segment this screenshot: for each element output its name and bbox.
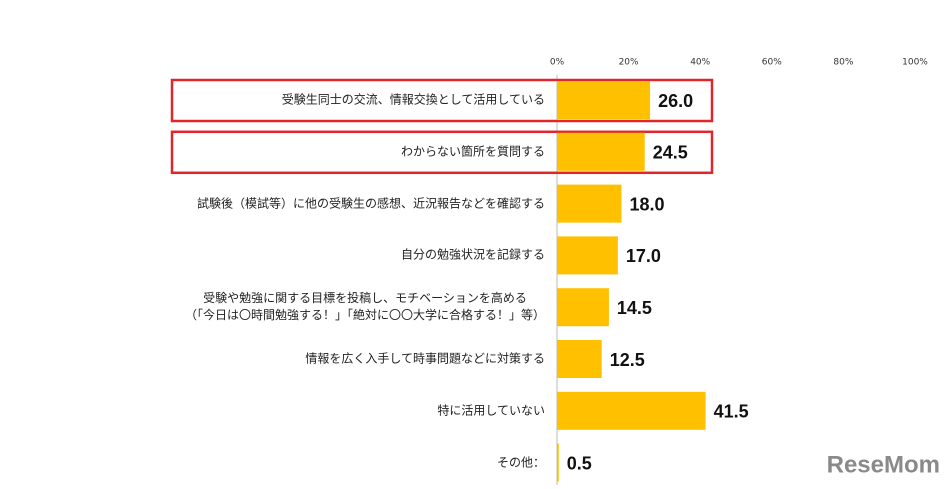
value-label: 26.0 [658, 91, 693, 111]
bar [557, 236, 618, 275]
bar [557, 184, 622, 223]
category-label: 受験生同士の交流、情報交換として活用している [281, 92, 545, 107]
x-tick-label: 40% [690, 58, 710, 68]
bar [557, 132, 645, 171]
value-label: 24.5 [653, 143, 688, 163]
category-label: 自分の勉強状況を記録する [400, 247, 545, 262]
value-label: 14.5 [617, 298, 652, 318]
x-tick-label: 0% [550, 58, 565, 68]
bar [557, 288, 609, 327]
x-tick-label: 20% [619, 58, 639, 68]
value-label: 17.0 [626, 246, 661, 266]
highlight-box [170, 78, 714, 123]
value-label: 41.5 [714, 402, 749, 422]
highlight-box [170, 130, 714, 175]
bar [557, 443, 559, 482]
category-label: 受験や勉強に関する目標を投稿し、モチベーションを高める （「今日は〇時間勉強する… [184, 291, 545, 323]
category-label: 特に活用していない [437, 403, 545, 418]
x-tick-label: 60% [762, 58, 782, 68]
value-label: 12.5 [610, 350, 645, 370]
bar [557, 391, 706, 430]
bar [557, 340, 602, 378]
value-label: 0.5 [567, 453, 592, 473]
watermark: ReseMom [827, 451, 940, 478]
bar [557, 81, 651, 119]
category-label: 情報を広く入手して時事問題などに対策する [305, 351, 545, 366]
x-tick-label: 100% [902, 58, 928, 68]
category-label: わからない箇所を質問する [400, 144, 545, 159]
x-tick-label: 80% [833, 58, 853, 68]
category-label: 試験後（模試等）に他の受験生の感想、近況報告などを確認する [196, 196, 545, 211]
value-label: 18.0 [629, 194, 664, 214]
category-label: その他： [496, 455, 545, 470]
